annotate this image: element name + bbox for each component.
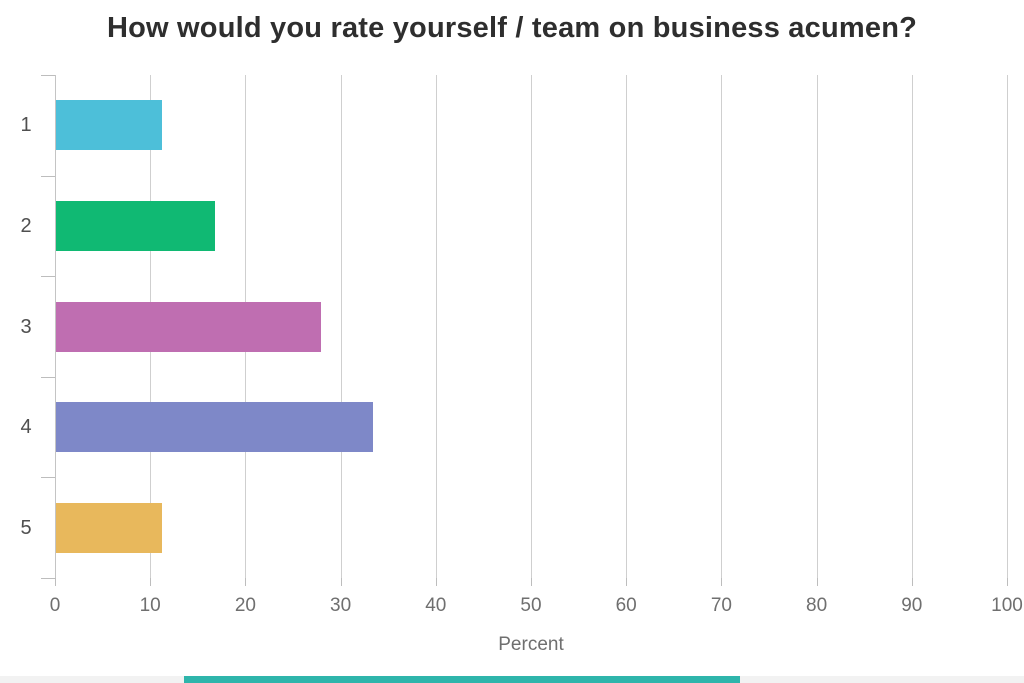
x-tick-label-0: 0 xyxy=(49,595,61,616)
x-tick-label-80: 80 xyxy=(806,595,828,616)
x-tick-label-90: 90 xyxy=(901,595,923,616)
x-tick-label-20: 20 xyxy=(234,595,256,616)
x-tick-label-60: 60 xyxy=(615,595,637,616)
x-tick-label-70: 70 xyxy=(710,595,732,616)
x-tick-0 xyxy=(55,578,56,586)
bar-category-1 xyxy=(56,100,162,151)
y-tick-4 xyxy=(41,477,55,479)
y-tick-0 xyxy=(41,75,55,76)
y-tick-1 xyxy=(41,175,55,177)
bar-category-5 xyxy=(56,502,162,553)
x-tick-60 xyxy=(626,578,628,586)
x-tick-30 xyxy=(340,578,342,586)
x-tick-label-50: 50 xyxy=(520,595,542,616)
x-tick-label-40: 40 xyxy=(425,595,447,616)
horizontal-scrollbar-thumb[interactable] xyxy=(184,676,740,683)
gridline-90 xyxy=(911,75,913,578)
x-tick-50 xyxy=(531,578,532,586)
gridline-100 xyxy=(1007,75,1008,578)
x-tick-40 xyxy=(435,578,437,586)
y-axis-line xyxy=(55,75,56,578)
x-tick-label-100: 100 xyxy=(991,595,1023,616)
gridline-40 xyxy=(435,75,437,578)
bar-category-3 xyxy=(56,301,321,352)
x-tick-90 xyxy=(911,578,913,586)
plot-area: 1 2 3 4 5 xyxy=(20,75,1008,586)
gridline-30 xyxy=(340,75,342,578)
x-tick-label-30: 30 xyxy=(330,595,352,616)
y-category-label-1: 1 xyxy=(20,114,32,137)
x-tick-10 xyxy=(150,578,152,586)
gridline-60 xyxy=(626,75,628,578)
x-tick-label-10: 10 xyxy=(139,595,161,616)
x-axis-title: Percent xyxy=(498,634,564,655)
x-tick-100 xyxy=(1007,578,1008,586)
x-tick-80 xyxy=(816,578,818,586)
x-tick-20 xyxy=(245,578,247,586)
gridline-70 xyxy=(721,75,723,578)
y-category-label-3: 3 xyxy=(20,315,32,338)
y-category-label-4: 4 xyxy=(20,416,32,439)
bar-category-2 xyxy=(56,200,215,251)
y-tick-2 xyxy=(41,276,55,278)
chart-title: How would you rate yourself / team on bu… xyxy=(106,12,918,44)
y-tick-3 xyxy=(41,376,55,378)
bar-category-4 xyxy=(56,402,374,453)
gridline-50 xyxy=(531,75,532,578)
y-tick-5 xyxy=(41,578,55,579)
gridline-80 xyxy=(816,75,818,578)
y-category-label-5: 5 xyxy=(20,516,32,539)
y-category-label-2: 2 xyxy=(20,214,32,237)
x-tick-70 xyxy=(721,578,723,586)
